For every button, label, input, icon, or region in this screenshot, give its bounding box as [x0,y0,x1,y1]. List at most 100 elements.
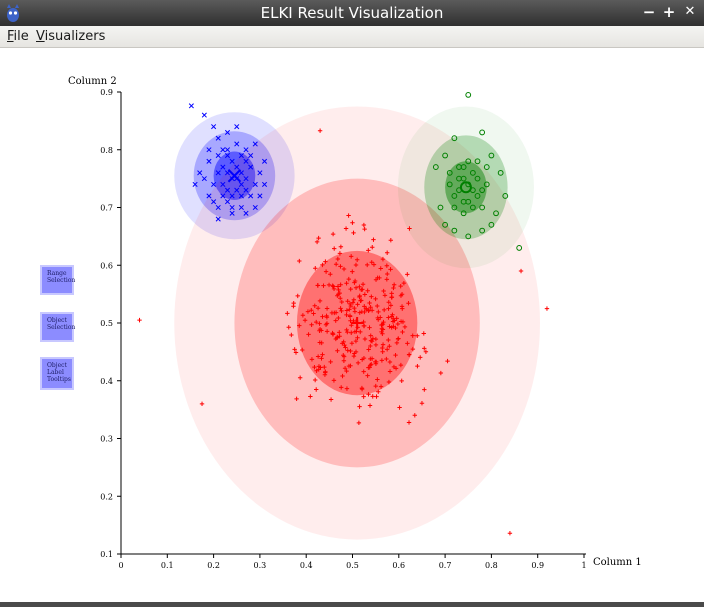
point-marker [317,298,323,304]
point-marker [261,181,268,187]
point-marker [229,158,235,164]
point-marker [373,361,379,366]
point-marker [407,226,412,231]
point-marker [516,245,523,251]
point-marker [382,293,388,298]
point-marker [220,147,226,153]
point-marker [362,336,368,342]
menu-file[interactable]: File [7,29,29,44]
point-marker [352,309,358,314]
point-marker [406,352,412,358]
point-marker [224,147,231,153]
close-button[interactable]: ✕ [684,4,696,19]
point-marker [442,152,449,159]
point-marker [337,334,342,339]
point-marker [316,235,321,241]
y-tick-label: 0.1 [100,550,113,559]
range-selection-line1: Range [47,270,67,277]
point-marker [374,394,379,399]
y-tick-label: 0.6 [100,261,113,270]
point-marker [320,314,325,319]
point-marker [488,221,495,228]
point-marker [243,210,249,216]
point-marker [388,303,394,308]
point-marker [423,349,429,354]
point-marker [386,300,391,305]
point-marker [465,158,472,165]
minimize-button[interactable]: − [642,3,656,21]
point-marker [306,332,311,337]
point-marker [314,239,320,245]
point-marker [335,256,341,262]
cluster-2-ellipse-0 [397,106,534,269]
point-marker [352,305,357,311]
point-marker [329,310,335,316]
point-marker [465,233,472,240]
point-marker [442,221,449,228]
point-marker [345,329,350,335]
point-marker [371,262,377,267]
visualization-canvas[interactable]: Column 2 Column 1 0 0.1 0.2 0.3 0.4 0.5 0.6 0.7… [1,48,701,602]
title-bar[interactable]: ELKI Result Visualization − + ✕ [0,0,704,26]
menu-visualizers-mnemonic: V [36,29,45,44]
point-marker [312,364,317,370]
point-marker [368,304,373,310]
x-tick-label: 0.8 [485,561,498,570]
point-marker [324,306,330,311]
point-marker [211,124,217,130]
point-marker [338,244,344,249]
point-marker [324,315,330,320]
point-marker [315,306,321,311]
point-marker [353,285,359,290]
point-marker [257,170,263,176]
point-marker [380,349,385,355]
point-marker [366,248,371,253]
point-marker [224,152,231,159]
point-marker [335,348,340,353]
object-label-tooltips-tool[interactable]: Object Label Tooltips [40,357,74,390]
point-marker [373,336,379,342]
point-marker [460,210,467,217]
point-marker [238,152,244,159]
y-tick-label: 0.3 [100,435,113,444]
object-selection-tool[interactable]: Object Selection [40,312,75,342]
point-marker [321,283,326,288]
point-marker [387,369,393,374]
point-marker [394,340,400,346]
point-marker [483,181,490,188]
point-marker [311,311,316,316]
point-marker [361,369,366,374]
point-marker [344,281,349,286]
point-marker [474,193,481,199]
point-marker [451,193,458,199]
point-marker [248,193,254,199]
point-marker [375,303,380,309]
maximize-button[interactable]: + [662,3,676,21]
point-marker [215,216,221,222]
point-marker [315,354,321,359]
point-marker [380,256,386,262]
point-marker [314,319,319,325]
point-marker [332,246,337,251]
point-marker [389,294,395,300]
point-marker [323,259,328,264]
x-tick-label: 0.2 [207,561,220,570]
point-marker [384,347,390,352]
point-marker [432,164,439,170]
point-marker [224,129,231,135]
point-marker [211,181,217,187]
point-marker [357,310,362,315]
range-selection-tool[interactable]: Range Selection [40,265,75,295]
point-marker [406,300,411,306]
point-marker [376,309,381,315]
point-marker [359,386,365,392]
point-marker [341,354,347,359]
point-marker [342,366,348,371]
menu-visualizers[interactable]: Visualizers [36,29,105,44]
point-marker [137,317,142,323]
point-marker [349,341,355,346]
point-marker [229,204,235,211]
point-marker [339,299,344,305]
scatter-plot[interactable]: Column 2 Column 1 0 0.1 0.2 0.3 0.4 0.5 0.6 0.7… [1,48,701,602]
point-marker [285,311,290,316]
